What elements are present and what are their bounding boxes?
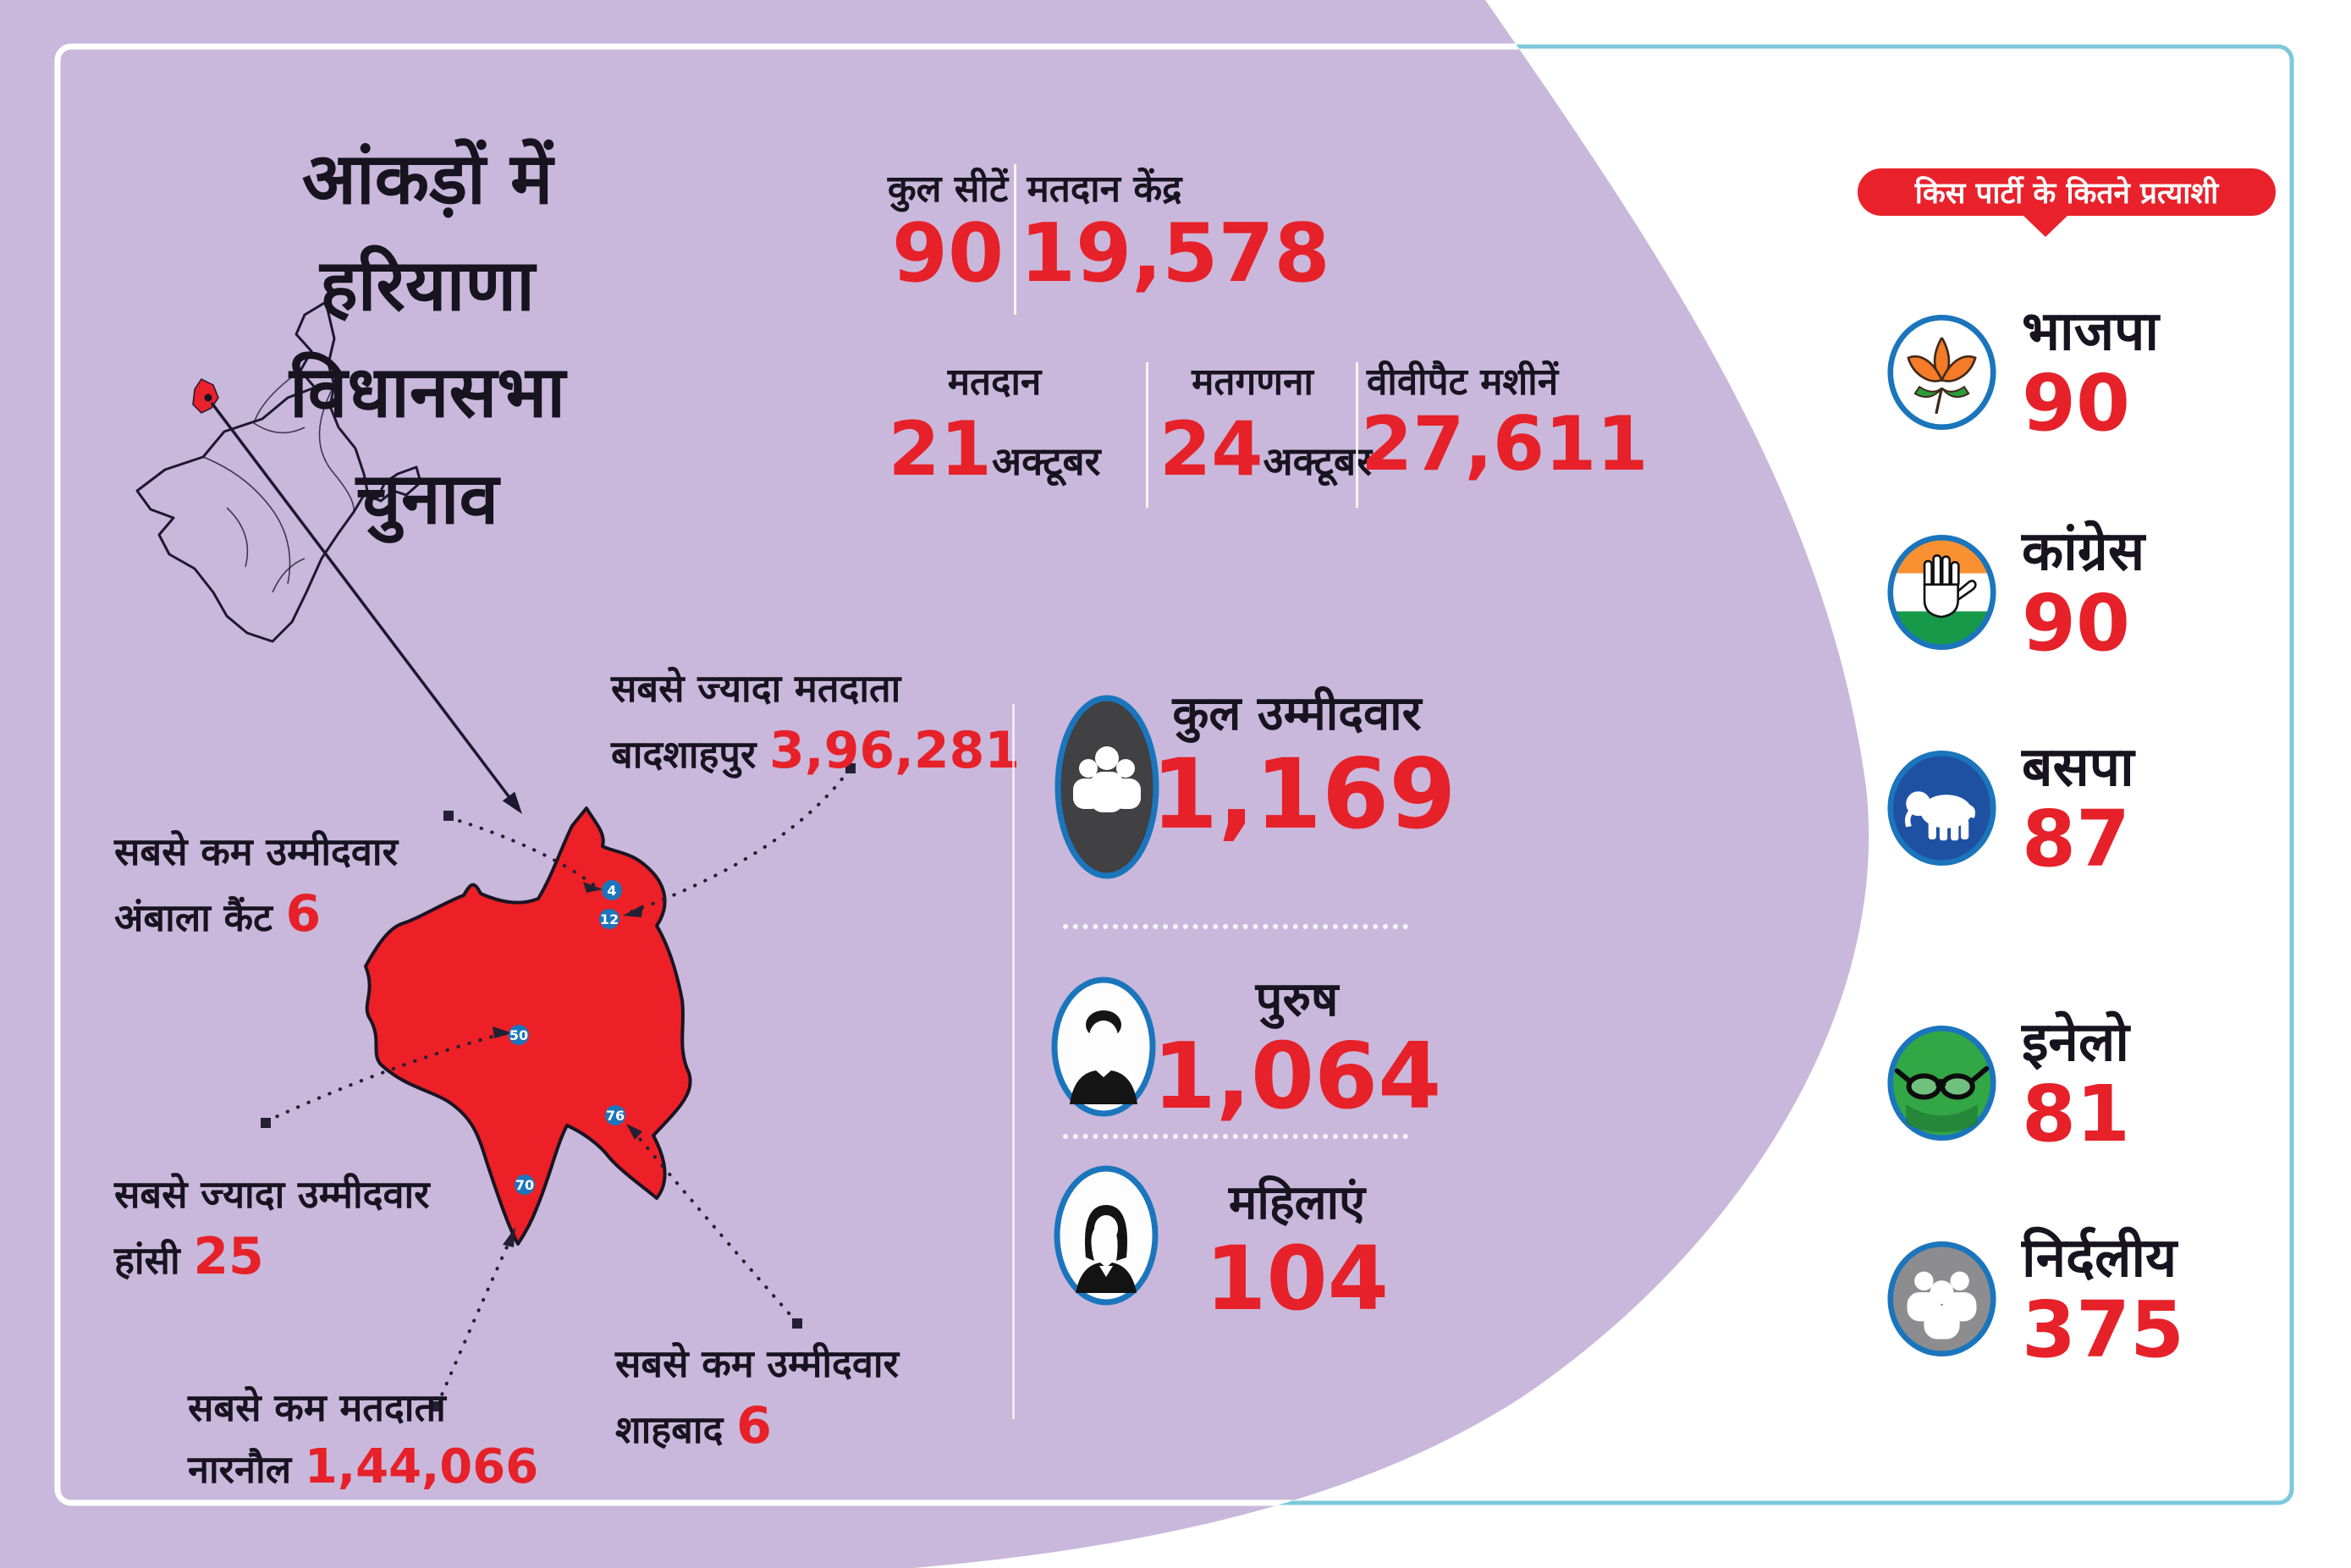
callout-title: सबसे कम उम्मीदवार <box>615 1341 899 1386</box>
total-candidates-icon <box>1054 695 1159 879</box>
stat-label: कुल सीटें <box>887 168 1009 211</box>
callout-connectors <box>265 768 851 1406</box>
party-panel-header-text: किस पार्टी के कितने प्रत्याशी <box>1914 176 2219 211</box>
male-label: पुरुष <box>1255 972 1339 1027</box>
stat-divider <box>1146 362 1148 508</box>
stat-divider <box>1356 362 1358 508</box>
party-row-independent: निर्दलीय 375 <box>1886 1219 2184 1379</box>
party-count: 90 <box>2022 357 2131 448</box>
party-name: कांग्रेस <box>2022 520 2145 584</box>
stat-label: मतदान केंद्र <box>1027 168 1182 211</box>
total-candidates-value: 1,169 <box>1151 738 1456 851</box>
callout-shahabad: सबसे कम उम्मीदवार शाहबाद 6 <box>615 1337 899 1461</box>
callout-place: शाहबाद <box>615 1407 724 1452</box>
title-line1: आंकड़ों में हरियाणा <box>301 137 553 327</box>
callout-place: नारनौल <box>188 1447 292 1492</box>
party-name: भाजपा <box>2022 300 2159 364</box>
party-row-bjp: भाजपा 90 <box>1886 292 2159 453</box>
stat-label: मतदान <box>947 360 1042 404</box>
callout-badshahpur: सबसे ज्यादा मतदाता बादशाहपुर 3,96,281 <box>611 662 1020 786</box>
frame-border-white <box>54 43 2295 1506</box>
page-title: आंकड़ों में हरियाणा विधानसभा चुनाव <box>212 125 643 552</box>
male-candidates: पुरुष 1,064 <box>1151 971 1443 1127</box>
callout-place: अंबाला कैंट <box>114 895 273 940</box>
callout-place: बादशाहपुर <box>611 732 757 777</box>
female-icon <box>1054 1165 1159 1306</box>
callout-place: हांसी <box>114 1238 180 1283</box>
callout-value: 6 <box>285 884 322 944</box>
locator-arrow <box>210 401 522 814</box>
bjp-lotus-icon <box>1887 314 1996 431</box>
independent-people-icon <box>1887 1241 1996 1357</box>
party-row-bsp: बसपा 87 <box>1886 728 2134 889</box>
party-count: 90 <box>2022 577 2131 668</box>
connector-arrowheads <box>493 882 643 1247</box>
dotted-separator <box>1063 924 1408 929</box>
callout-value: 3,96,281 <box>769 721 1021 780</box>
marker-number: 70 <box>515 1177 534 1193</box>
inld-spectacles-icon <box>1887 1025 1996 1142</box>
dotted-separator <box>1063 1134 1408 1139</box>
title-line2: विधानसभा चुनाव <box>289 350 566 540</box>
callout-title: सबसे ज्यादा उम्मीदवार <box>114 1172 430 1217</box>
stat-label: वीवीपैट मशीनें <box>1366 360 1559 404</box>
stat-total-seats: कुल सीटें 90 <box>863 166 1032 297</box>
marker-number: 4 <box>607 883 616 899</box>
party-name: निर्दलीय <box>2022 1227 2178 1290</box>
total-candidates: कुल उम्मीदवार 1,169 <box>1151 685 1456 851</box>
stat-polling-date: मतदान 21अक्टूबर <box>876 359 1113 492</box>
callout-title: सबसे कम उम्मीदवार <box>114 829 398 874</box>
party-count: 81 <box>2022 1068 2131 1159</box>
congress-hand-icon <box>1887 534 1996 651</box>
marker-number: 12 <box>600 911 619 927</box>
party-row-congress: कांग्रेस 90 <box>1886 512 2145 673</box>
party-count: 375 <box>2022 1284 2185 1375</box>
total-candidates-label: कुल उम्मीदवार <box>1172 686 1422 741</box>
party-name: बसपा <box>2022 736 2134 800</box>
party-panel-header: किस पार्टी के कितने प्रत्याशी <box>1858 168 2276 216</box>
section-divider <box>1012 704 1015 1419</box>
stat-value: 27,611 <box>1361 400 1649 487</box>
callout-title: सबसे ज्यादा मतदाता <box>611 666 901 711</box>
callout-ambala-cantt: सबसे कम उम्मीदवार अंबाला कैंट 6 <box>114 825 398 949</box>
female-value: 104 <box>1204 1227 1390 1331</box>
stat-day: 21 <box>888 405 992 492</box>
stat-divider <box>1014 164 1016 315</box>
stat-value: 19,578 <box>1020 207 1330 300</box>
male-value: 1,064 <box>1152 1024 1442 1131</box>
party-count: 87 <box>2022 793 2131 884</box>
callout-value: 6 <box>736 1396 772 1455</box>
india-haryana-dot <box>204 393 212 402</box>
party-row-inld: इनेलो 81 <box>1886 1003 2130 1164</box>
connector-anchors <box>261 763 856 1411</box>
marker-number: 76 <box>606 1108 625 1124</box>
stat-label: मतगणना <box>1192 360 1313 404</box>
stat-month: अक्टूबर <box>991 438 1101 484</box>
callout-hansi: सबसे ज्यादा उम्मीदवार हांसी 25 <box>114 1168 430 1292</box>
constituency-markers: 4 12 50 76 70 <box>509 880 625 1195</box>
stat-month: अक्टूबर <box>1263 438 1372 484</box>
callout-value: 25 <box>193 1227 264 1286</box>
callout-value: 1,44,066 <box>304 1439 539 1494</box>
female-candidates: महिलाएं 104 <box>1151 1175 1443 1327</box>
stat-value: 90 <box>891 207 1005 300</box>
callout-title: सबसे कम मतदाता <box>188 1385 446 1430</box>
party-name: इनेलो <box>2022 1011 2129 1075</box>
marker-number: 50 <box>509 1027 528 1043</box>
india-map <box>135 300 422 643</box>
stat-vvpat-machines: वीवीपैट मशीनें 27,611 <box>1361 359 1649 487</box>
stat-polling-stations: मतदान केंद्र 19,578 <box>1020 166 1330 300</box>
male-icon <box>1051 977 1156 1117</box>
bsp-elephant-icon <box>1887 750 1996 867</box>
stat-day: 24 <box>1159 405 1264 492</box>
stat-counting-date: मतगणना 24अक्टूबर <box>1159 359 1372 492</box>
callout-narnaul: सबसे कम मतदाता नारनौल 1,44,066 <box>188 1381 538 1500</box>
party-panel-header-pointer <box>2023 215 2068 237</box>
female-label: महिलाएं <box>1228 1175 1366 1230</box>
